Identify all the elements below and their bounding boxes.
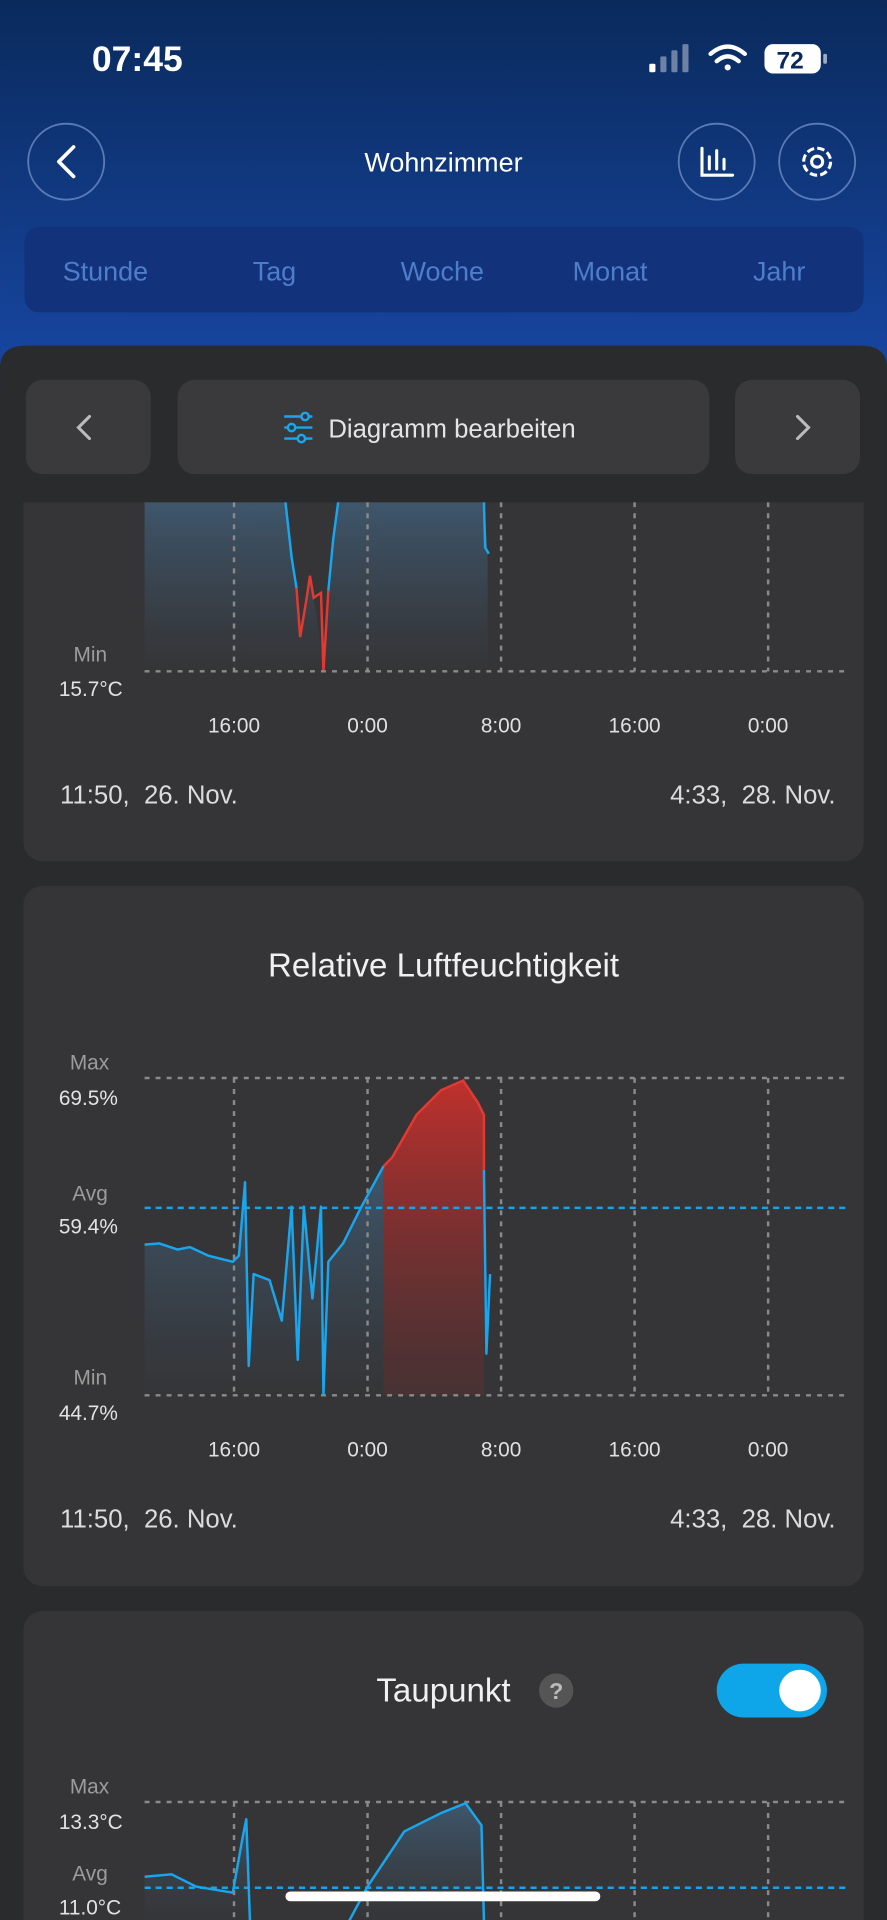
x-tick-label: 16:00 [609,1439,661,1462]
avg-label: Avg [72,1183,108,1206]
screen-title: Wohnzimmer [364,148,522,178]
max-label: Max [70,1775,110,1798]
next-icon [796,414,811,441]
signal [649,44,689,73]
tab[interactable]: Stunde [63,257,148,287]
chart-button[interactable] [677,122,756,201]
next-button[interactable] [735,379,861,475]
start-date: 11:50, 26. Nov. [60,1506,238,1534]
card-title: Taupunkt [376,1673,510,1710]
max-value: 69.5% [59,1087,118,1110]
humidity-line-high [382,1078,486,1170]
back-icon [57,145,76,179]
dewpoint-area [144,1803,484,1920]
grid [144,1800,846,1920]
avg-label: Avg [72,1862,108,1885]
humidity-line [482,1169,492,1355]
humidity-line [144,1165,385,1396]
prev-icon [76,414,91,441]
x-tick-label: 16:00 [609,715,661,738]
status-time: 07:45 [92,39,183,79]
grid [144,1076,846,1397]
tab-bar [24,226,864,313]
dewpoint-card [23,1610,864,1920]
max-value: 13.3°C [59,1811,123,1834]
humidity-area-high [383,1080,484,1396]
end-date: 4:33, 28. Nov. [670,1506,835,1534]
start-date: 11:50, 26. Nov. [60,782,238,810]
x-tick-label: 8:00 [481,715,522,738]
tab[interactable]: Monat [573,257,648,287]
min-label: Min [74,644,108,667]
settings-button[interactable] [778,122,857,201]
temperature-line-low [295,575,330,672]
max-label: Max [70,1051,110,1074]
end-date: 4:33, 28. Nov. [670,782,835,810]
x-tick-label: 0:00 [748,715,789,738]
tab[interactable]: Jahr [753,257,805,287]
card-title: Relative Luftfeuchtigkeit [268,947,619,984]
temperature-area [144,502,488,672]
x-tick-label: 0:00 [347,1439,388,1462]
x-tick-label: 0:00 [748,1439,789,1462]
avg-value: 11.0°C [59,1897,121,1920]
help-icon: ? [549,1678,563,1704]
x-tick-label: 16:00 [208,715,260,738]
avg-value: 59.4% [59,1216,118,1239]
battery [764,44,821,74]
toggle-knob [779,1669,821,1712]
scroll-content: Min 15.7°C 16:00 0:00 8:00 16:00 0:00 11:50,… [23,502,864,1920]
header-bg [0,0,887,393]
back-button[interactable] [27,122,106,201]
wifi [708,44,748,71]
edit-label: Diagramm bearbeiten [328,415,575,443]
humidity-area [144,1166,384,1396]
dewpoint-line [144,1802,486,1920]
battery-tip [823,53,827,64]
x-tick-label: 16:00 [208,1439,260,1462]
x-tick-label: 8:00 [481,1439,522,1462]
chart-icon [700,146,735,177]
prev-button[interactable] [25,379,151,475]
min-label: Min [74,1366,108,1389]
battery-level: 72 [777,48,804,75]
temperature-line [284,502,298,589]
home-indicator [285,1891,601,1902]
tab[interactable]: Woche [401,257,484,287]
gear-icon [802,146,833,177]
min-value: 15.7°C [59,678,123,701]
x-tick-label: 0:00 [347,715,388,738]
tab[interactable]: Tag [253,257,296,287]
temperature-line [327,502,490,591]
slider-icon [284,411,313,444]
min-value: 44.7% [59,1402,118,1425]
edit-button[interactable] [177,379,710,475]
help-button[interactable] [539,1673,574,1708]
